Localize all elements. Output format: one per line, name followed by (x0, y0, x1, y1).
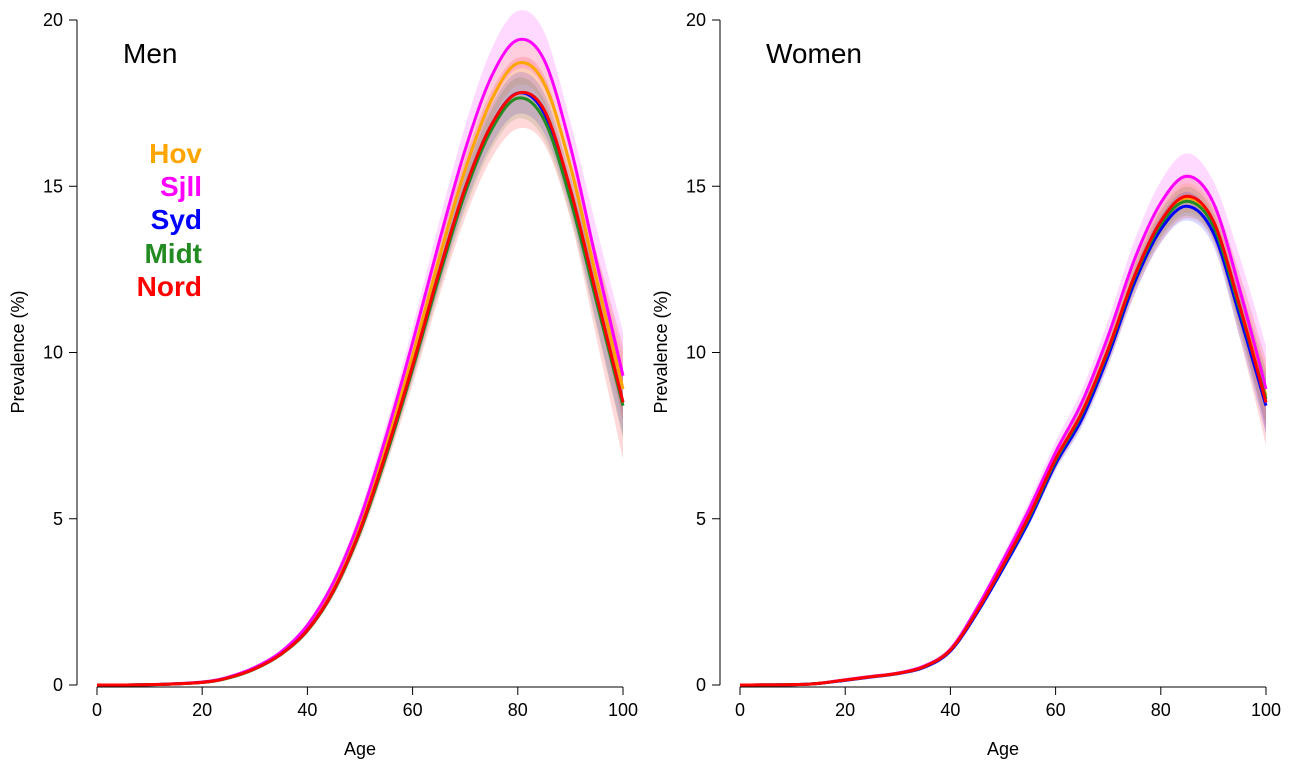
panel-men: 0 20 40 60 80 100 0 5 10 15 20 Men Age Prevalence… (8, 10, 638, 759)
series-line-hov (739, 196, 1268, 687)
y-tick-label: 15 (686, 176, 706, 196)
x-tick-label: 80 (508, 700, 528, 720)
ci-band-midt (740, 186, 1266, 685)
series-line-nord (739, 194, 1268, 687)
y-tick-label: 5 (696, 509, 706, 529)
x-ticks: 0 20 40 60 80 100 (735, 687, 1281, 720)
series-line-syd (739, 204, 1268, 687)
series-line-midt (739, 199, 1268, 687)
legend-item-hov: Hov (149, 138, 202, 169)
ci-band-sjll (740, 153, 1266, 685)
y-ticks: 0 5 10 15 20 (43, 10, 77, 695)
x-ticks: 0 20 40 60 80 100 (92, 687, 638, 720)
x-tick-label: 20 (192, 700, 212, 720)
confidence-bands (740, 153, 1266, 686)
legend-item-nord: Nord (137, 271, 202, 302)
y-tick-label: 0 (53, 675, 63, 695)
y-tick-label: 10 (43, 343, 63, 363)
x-tick-label: 60 (1046, 700, 1066, 720)
y-axis-label: Prevalence (%) (8, 290, 28, 413)
x-tick-label: 0 (735, 700, 745, 720)
y-axis-label: Prevalence (%) (651, 290, 671, 413)
ci-band-nord (740, 174, 1266, 686)
panel-title: Women (766, 38, 862, 69)
panel-title: Men (123, 38, 177, 69)
x-tick-label: 80 (1151, 700, 1171, 720)
legend-item-syd: Syd (151, 204, 202, 235)
y-tick-label: 5 (53, 509, 63, 529)
y-tick-label: 20 (686, 10, 706, 30)
series-line-nord (96, 90, 625, 687)
series-lines (96, 37, 625, 687)
y-ticks: 0 5 10 15 20 (686, 10, 720, 695)
legend-item-sjll: Sjll (160, 171, 202, 202)
y-tick-label: 15 (43, 176, 63, 196)
x-tick-label: 60 (403, 700, 423, 720)
y-tick-label: 10 (686, 343, 706, 363)
x-tick-label: 40 (297, 700, 317, 720)
axes: 0 20 40 60 80 100 0 5 10 15 20 (43, 10, 638, 720)
x-axis-label: Age (987, 739, 1019, 759)
legend: Hov Sjll Syd Midt Nord (137, 138, 203, 302)
y-tick-label: 20 (43, 10, 63, 30)
x-tick-label: 20 (835, 700, 855, 720)
ci-band-hov (740, 183, 1266, 685)
series-line-sjll (739, 174, 1268, 687)
axes: 0 20 40 60 80 100 0 5 10 15 20 (686, 10, 1281, 720)
x-tick-label: 100 (1251, 700, 1281, 720)
series-lines (739, 174, 1268, 687)
legend-item-midt: Midt (144, 238, 202, 269)
y-tick-label: 0 (696, 675, 706, 695)
x-tick-label: 100 (608, 700, 638, 720)
x-tick-label: 40 (940, 700, 960, 720)
panel-women: 0 20 40 60 80 100 0 5 10 15 20 Women Age Prevalen… (651, 10, 1281, 759)
x-tick-label: 0 (92, 700, 102, 720)
x-axis-label: Age (344, 739, 376, 759)
ci-band-syd (740, 191, 1266, 685)
